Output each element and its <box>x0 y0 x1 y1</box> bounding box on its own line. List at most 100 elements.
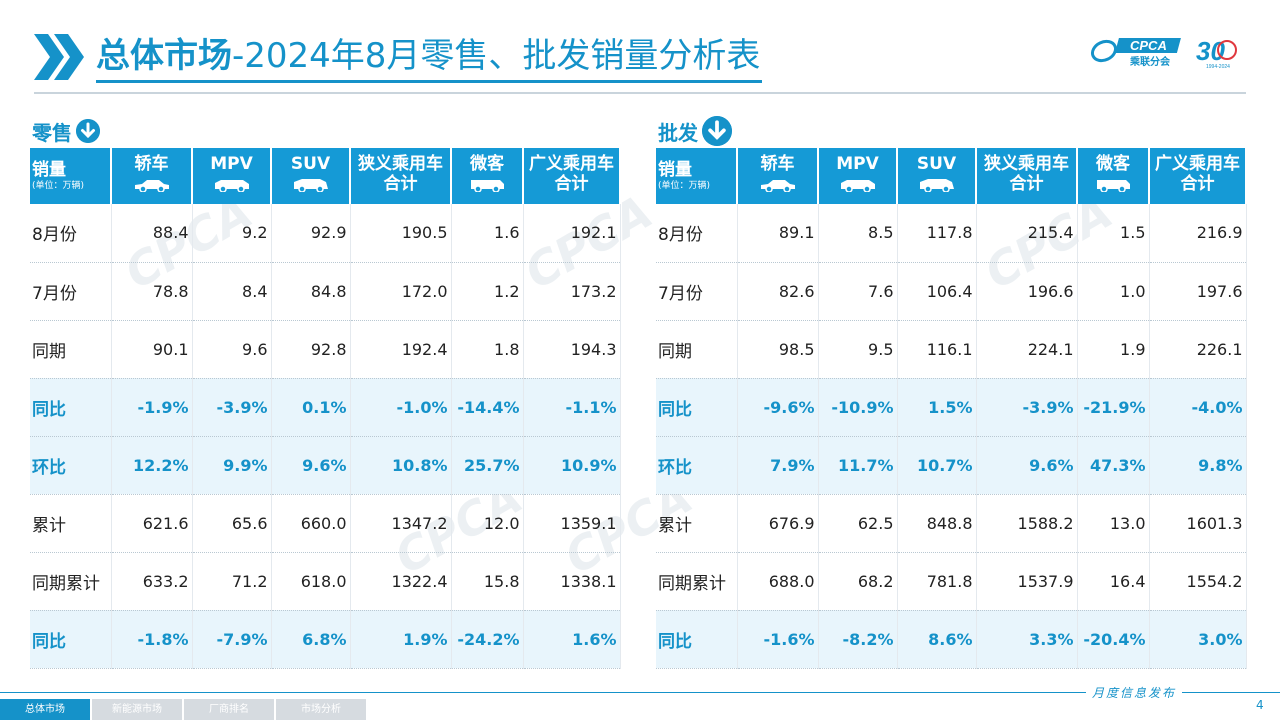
row-label: 累计 <box>30 494 112 553</box>
table-cell: 848.8 <box>897 494 977 553</box>
footer-tabs: 总体市场 新能源市场 厂商排名 市场分析 <box>0 699 368 720</box>
table-cell: 1537.9 <box>976 552 1078 611</box>
table-cell: 1.8 <box>451 320 524 379</box>
table-cell: 16.4 <box>1077 552 1150 611</box>
30th-anniversary-badge: 30 1994-2024 <box>1196 36 1237 70</box>
table-row: 环比 7.9% 11.7% 10.7% 9.6% 47.3% 9.8% <box>656 436 1247 495</box>
footer-tab-market-analysis[interactable]: 市场分析 <box>276 699 366 720</box>
table-row: 同期累计 688.0 68.2 781.8 1537.9 16.4 1554.2 <box>656 552 1247 611</box>
table-cell: 1.6% <box>523 610 621 669</box>
table-cell: 3.0% <box>1149 610 1247 669</box>
table-cell: 172.0 <box>350 262 452 321</box>
table-cell: 226.1 <box>1149 320 1247 379</box>
footer-tab-overall-market[interactable]: 总体市场 <box>0 699 90 720</box>
minivan-icon <box>471 180 504 192</box>
table-cell: 1.0 <box>1077 262 1150 321</box>
footer-tab-nev-market[interactable]: 新能源市场 <box>92 699 182 720</box>
table-cell: -4.0% <box>1149 378 1247 437</box>
col-header-mpv: MPV <box>818 148 898 204</box>
table-cell: 0.1% <box>271 378 351 437</box>
table-cell: 12.0 <box>451 494 524 553</box>
table-row: 同比 -1.6% -8.2% 8.6% 3.3% -20.4% 3.0% <box>656 610 1247 669</box>
table-cell: 98.5 <box>737 320 819 379</box>
table-cell: 65.6 <box>192 494 272 553</box>
table-row: 累计 621.6 65.6 660.0 1347.2 12.0 1359.1 <box>30 494 621 553</box>
row-label: 同比 <box>30 378 112 437</box>
table-cell: 224.1 <box>976 320 1078 379</box>
table-cell: 192.1 <box>523 204 621 263</box>
table-row: 同期累计 633.2 71.2 618.0 1322.4 15.8 1338.1 <box>30 552 621 611</box>
table-cell: 47.3% <box>1077 436 1150 495</box>
table-cell: 1.9% <box>350 610 452 669</box>
table-cell: 618.0 <box>271 552 351 611</box>
table-cell: -24.2% <box>451 610 524 669</box>
row-label: 环比 <box>656 436 738 495</box>
table-cell: 78.8 <box>111 262 193 321</box>
footer-note: 月度信息发布 <box>1086 684 1183 701</box>
down-arrow-circle-icon <box>76 119 100 143</box>
suv-icon <box>293 179 328 192</box>
table-cell: 7.9% <box>737 436 819 495</box>
row-label: 同期 <box>656 320 738 379</box>
table-cell: 1338.1 <box>523 552 621 611</box>
table-cell: 92.9 <box>271 204 351 263</box>
table-row: 同比 -9.6% -10.9% 1.5% -3.9% -21.9% -4.0% <box>656 378 1247 437</box>
table-header-row: 销量 (单位：万辆) 轿车 MPV SUV 狭义乘用车合计 微客 广义乘用车合计 <box>30 148 621 204</box>
minivan-icon <box>1097 180 1130 192</box>
table-cell: 106.4 <box>897 262 977 321</box>
table-cell: 10.7% <box>897 436 977 495</box>
table-cell: 9.6% <box>976 436 1078 495</box>
table-cell: 1.5 <box>1077 204 1150 263</box>
table-row: 同期 98.5 9.5 116.1 224.1 1.9 226.1 <box>656 320 1247 379</box>
table-cell: -20.4% <box>1077 610 1150 669</box>
table-row: 同比 -1.9% -3.9% 0.1% -1.0% -14.4% -1.1% <box>30 378 621 437</box>
table-row: 8月份 88.4 9.2 92.9 190.5 1.6 192.1 <box>30 204 621 263</box>
table-cell: 216.9 <box>1149 204 1247 263</box>
col-header-mpv: MPV <box>192 148 272 204</box>
col-header-narrow-total: 狭义乘用车合计 <box>976 148 1078 204</box>
table-cell: -1.6% <box>737 610 819 669</box>
table-cell: 1588.2 <box>976 494 1078 553</box>
table-cell: 1347.2 <box>350 494 452 553</box>
table-cell: 88.4 <box>111 204 193 263</box>
table-cell: -3.9% <box>192 378 272 437</box>
cpca-logo: CPCA 乘联分会 <box>1090 38 1181 68</box>
footer-divider <box>0 692 1280 693</box>
table-header-row: 销量 (单位：万辆) 轿车 MPV SUV 狭义乘用车合计 微客 广义乘用车合计 <box>656 148 1247 204</box>
table-cell: 8.5 <box>818 204 898 263</box>
col-header-minivan: 微客 <box>1077 148 1150 204</box>
svg-text:乘联分会: 乘联分会 <box>1129 55 1170 68</box>
table-cell: 1359.1 <box>523 494 621 553</box>
wholesale-section-header: 批发 <box>658 116 732 146</box>
row-label: 7月份 <box>656 262 738 321</box>
table-cell: 194.3 <box>523 320 621 379</box>
table-cell: 25.7% <box>451 436 524 495</box>
table-cell: 62.5 <box>818 494 898 553</box>
double-chevron-icon <box>34 34 84 80</box>
table-cell: 90.1 <box>111 320 193 379</box>
mpv-icon <box>214 180 249 192</box>
table-cell: -3.9% <box>976 378 1078 437</box>
down-arrow-circle-icon <box>702 116 732 146</box>
table-cell: 92.8 <box>271 320 351 379</box>
table-cell: 71.2 <box>192 552 272 611</box>
page-number: 4 <box>1256 698 1264 712</box>
table-cell: -1.0% <box>350 378 452 437</box>
table-row: 7月份 82.6 7.6 106.4 196.6 1.0 197.6 <box>656 262 1247 321</box>
row-label: 环比 <box>30 436 112 495</box>
svg-text:1994-2024: 1994-2024 <box>1206 64 1230 70</box>
col-header-volume: 销量 (单位：万辆) <box>656 148 738 204</box>
table-cell: -10.9% <box>818 378 898 437</box>
wholesale-table: 销量 (单位：万辆) 轿车 MPV SUV 狭义乘用车合计 微客 广义乘用车合计 <box>656 148 1247 669</box>
table-cell: 12.2% <box>111 436 193 495</box>
table-row: 同比 -1.8% -7.9% 6.8% 1.9% -24.2% 1.6% <box>30 610 621 669</box>
header-divider <box>34 92 1246 94</box>
svg-text:30: 30 <box>1196 36 1225 66</box>
table-cell: -21.9% <box>1077 378 1150 437</box>
row-label: 累计 <box>656 494 738 553</box>
col-header-broad-total: 广义乘用车合计 <box>1149 148 1247 204</box>
table-cell: 621.6 <box>111 494 193 553</box>
svg-text:CPCA: CPCA <box>1130 38 1167 53</box>
footer-tab-maker-ranking[interactable]: 厂商排名 <box>184 699 274 720</box>
table-cell: 3.3% <box>976 610 1078 669</box>
